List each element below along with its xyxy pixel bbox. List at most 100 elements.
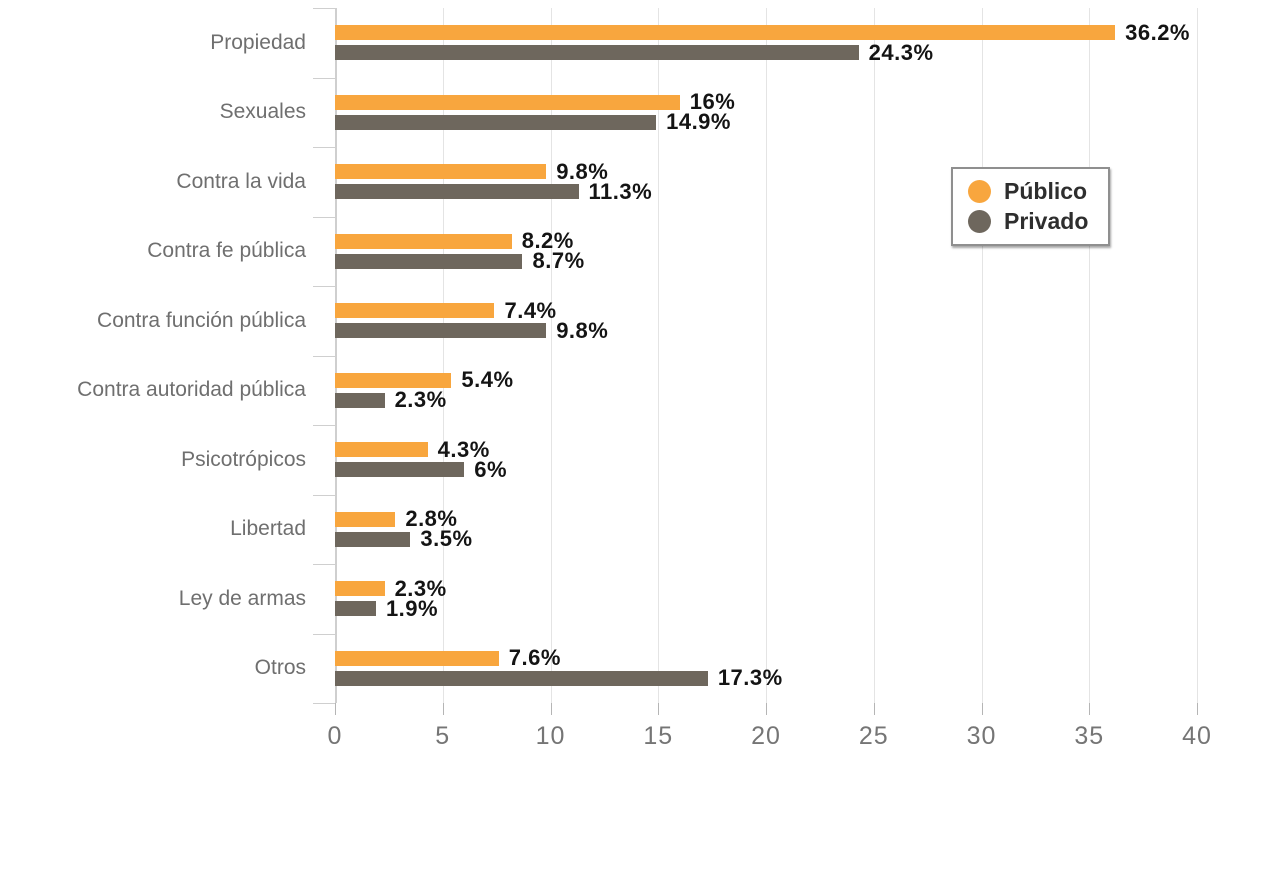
gridline xyxy=(550,8,552,703)
gridline xyxy=(442,8,444,703)
category-label-sexuales: Sexuales xyxy=(219,100,306,124)
bar-publico-ley-de-armas[interactable]: 2.3% xyxy=(335,576,446,601)
x-axis-tick xyxy=(873,703,875,715)
bar-group-otros: 7.6% 17.3% xyxy=(335,634,1197,704)
bar-group-contra-autoridad-publica: 5.4% 2.3% xyxy=(335,356,1197,426)
bar-privado-ley-de-armas[interactable]: 1.9% xyxy=(335,596,438,621)
bar-publico-contra-funcion-publica[interactable]: 7.4% xyxy=(335,298,556,323)
legend-label-privado: Privado xyxy=(1004,208,1089,234)
y-axis-tick xyxy=(313,494,335,496)
bar-privado-contra-la-vida[interactable]: 11.3% xyxy=(335,179,652,204)
category-label-libertad: Libertad xyxy=(230,517,306,541)
value-label: 2.8% xyxy=(405,506,458,532)
x-axis-tick xyxy=(442,703,444,715)
x-axis-tick xyxy=(550,703,552,715)
bar-group-libertad: 2.8% 3.5% xyxy=(335,495,1197,565)
y-axis-tick xyxy=(313,564,335,565)
y-axis-tick xyxy=(313,355,335,357)
bar-privado-contra-fe-publica[interactable]: 8.7% xyxy=(335,248,584,273)
value-label: 2.3% xyxy=(394,575,447,601)
category-label-contra-fe-publica: Contra fe pública xyxy=(147,239,306,263)
bar-privado-psicotropicos[interactable]: 6% xyxy=(335,457,507,482)
bar-publico-contra-la-vida[interactable]: 9.8% xyxy=(335,159,608,184)
value-label: 24.3% xyxy=(868,39,934,65)
bar-privado-otros[interactable]: 17.3% xyxy=(335,665,782,690)
bar-group-contra-fe-publica: 8.2% 8.7% xyxy=(335,217,1197,287)
x-tick-label-20: 20 xyxy=(751,722,781,750)
category-label-otros: Otros xyxy=(254,656,306,680)
bar-publico-contra-fe-publica[interactable]: 8.2% xyxy=(335,228,573,253)
value-label: 14.9% xyxy=(666,109,731,135)
y-axis-tick xyxy=(313,216,335,218)
value-label: 2.3% xyxy=(394,387,447,413)
x-axis-tick xyxy=(766,703,767,715)
value-label: 11.3% xyxy=(588,178,653,204)
category-label-propiedad: Propiedad xyxy=(210,30,306,54)
x-tick-label-15: 15 xyxy=(643,722,674,750)
y-axis-tick xyxy=(313,8,335,9)
y-axis-tick xyxy=(313,77,335,79)
y-axis-tick xyxy=(313,703,335,704)
bar-publico-propiedad[interactable]: 36.2% xyxy=(335,20,1190,45)
legend: Público Privado xyxy=(951,167,1111,246)
value-label: 7.6% xyxy=(508,645,561,671)
category-label-contra-la-vida: Contra la vida xyxy=(176,169,306,193)
x-axis-tick xyxy=(658,703,660,715)
x-tick-label-30: 30 xyxy=(966,722,997,750)
bar-privado-propiedad[interactable]: 24.3% xyxy=(335,40,933,65)
x-axis-tick xyxy=(1089,703,1091,715)
gridline xyxy=(1197,8,1198,703)
x-axis-tick xyxy=(1197,703,1198,715)
gridline xyxy=(981,8,983,703)
bar-privado-libertad[interactable]: 3.5% xyxy=(335,526,472,551)
value-label: 9.8% xyxy=(556,158,609,184)
category-label-ley-de-armas: Ley de armas xyxy=(178,586,306,610)
value-label: 6% xyxy=(474,456,508,482)
x-tick-label-5: 5 xyxy=(435,722,451,750)
bar-publico-contra-autoridad-publica[interactable]: 5.4% xyxy=(335,367,513,392)
x-tick-label-35: 35 xyxy=(1074,722,1105,750)
legend-swatch-publico-icon xyxy=(968,180,991,203)
bar-group-contra-funcion-publica: 7.4% 9.8% xyxy=(335,286,1197,356)
x-tick-label-10: 10 xyxy=(535,722,566,750)
bar-publico-sexuales[interactable]: 16% xyxy=(335,89,735,114)
value-label: 1.9% xyxy=(385,595,439,621)
legend-item-privado[interactable]: Privado xyxy=(968,208,1088,235)
gridline xyxy=(766,8,767,703)
x-axis-tick xyxy=(335,703,336,715)
category-label-contra-funcion-publica: Contra función pública xyxy=(97,308,306,332)
bar-publico-psicotropicos[interactable]: 4.3% xyxy=(335,437,489,462)
x-tick-label-0: 0 xyxy=(327,722,343,750)
plot-area: 36.2% 24.3% 16% 14.9% 9.8% 11.3% 8.2% 8.7% 7.4% 9… xyxy=(313,8,1198,715)
bar-publico-libertad[interactable]: 2.8% xyxy=(335,506,457,531)
category-label-contra-autoridad-publica: Contra autoridad pública xyxy=(77,378,306,402)
x-axis-tick xyxy=(981,703,983,715)
bar-group-propiedad: 36.2% 24.3% xyxy=(335,8,1197,78)
bar-publico-otros[interactable]: 7.6% xyxy=(335,645,560,670)
value-label: 4.3% xyxy=(437,436,490,462)
value-label: 7.4% xyxy=(504,297,557,323)
category-label-psicotropicos: Psicotrópicos xyxy=(181,447,306,471)
gridline xyxy=(1089,8,1091,703)
y-axis-tick xyxy=(313,633,335,635)
legend-label-publico: Público xyxy=(1004,178,1088,204)
value-label: 36.2% xyxy=(1125,19,1190,45)
bar-privado-sexuales[interactable]: 14.9% xyxy=(335,109,730,134)
gridline xyxy=(658,8,660,703)
bar-group-ley-de-armas: 2.3% 1.9% xyxy=(335,564,1197,634)
legend-item-publico[interactable]: Público xyxy=(968,178,1088,205)
x-tick-label-40: 40 xyxy=(1182,722,1212,750)
value-label: 3.5% xyxy=(420,526,473,552)
y-axis-line xyxy=(335,8,337,703)
bar-privado-contra-funcion-publica[interactable]: 9.8% xyxy=(335,318,608,343)
value-label: 9.8% xyxy=(556,317,609,343)
value-label: 17.3% xyxy=(717,665,783,691)
y-axis-tick xyxy=(313,147,335,148)
legend-swatch-privado-icon xyxy=(968,210,991,233)
gridline xyxy=(873,8,875,703)
value-label: 5.4% xyxy=(461,367,514,393)
value-label: 8.2% xyxy=(521,228,574,254)
bar-privado-contra-autoridad-publica[interactable]: 2.3% xyxy=(335,387,446,412)
y-axis-tick xyxy=(313,425,335,426)
